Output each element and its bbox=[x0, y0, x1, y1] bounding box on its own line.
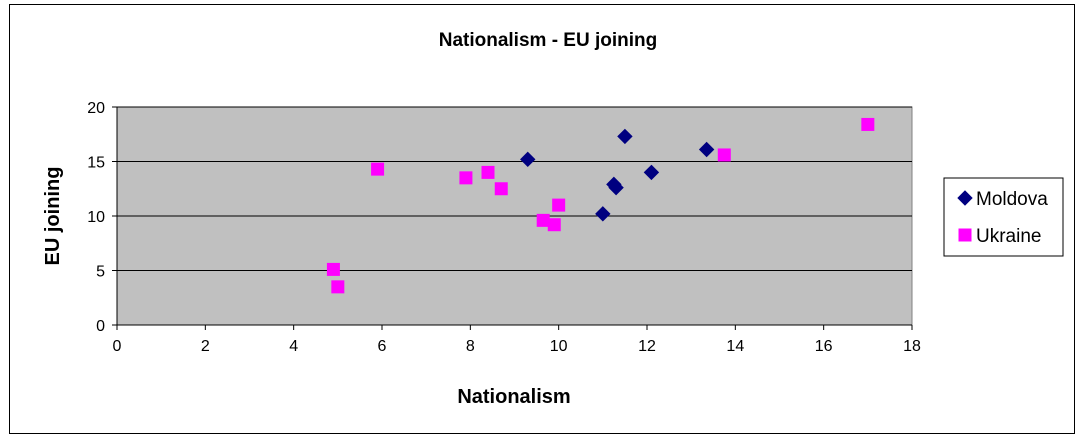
x-tick-label: 18 bbox=[903, 338, 921, 355]
legend: Moldova Ukraine bbox=[943, 177, 1064, 257]
ukraine-point bbox=[371, 162, 385, 176]
x-tick-label: 16 bbox=[815, 338, 833, 355]
ukraine-point bbox=[547, 218, 561, 232]
x-axis: 0 2 4 6 8 10 12 14 16 18 bbox=[113, 324, 921, 355]
x-tick-label: 0 bbox=[113, 338, 122, 355]
y-tick-label: 15 bbox=[87, 155, 105, 172]
legend-label-ukraine: Ukraine bbox=[976, 226, 1041, 247]
x-tick-label: 4 bbox=[289, 338, 298, 355]
moldova-point bbox=[520, 151, 536, 168]
x-tick-label: 6 bbox=[378, 338, 387, 355]
ukraine-point bbox=[331, 280, 345, 294]
x-tick-label: 8 bbox=[466, 338, 475, 355]
x-tick-label: 12 bbox=[638, 338, 656, 355]
chart-title: Nationalism - EU joining bbox=[439, 30, 658, 51]
ukraine-point bbox=[481, 165, 495, 179]
moldova-point bbox=[617, 128, 633, 145]
x-axis-label: Nationalism bbox=[457, 386, 570, 408]
y-tick-label: 20 bbox=[87, 100, 105, 117]
legend-label-moldova: Moldova bbox=[976, 189, 1048, 210]
ukraine-point bbox=[717, 148, 731, 162]
moldova-point bbox=[608, 179, 624, 196]
legend-box bbox=[943, 177, 1064, 257]
y-axis: 0 5 10 15 20 bbox=[87, 100, 118, 335]
ukraine-point bbox=[459, 171, 473, 185]
ukraine-point bbox=[861, 117, 875, 131]
moldova-point bbox=[595, 206, 611, 222]
y-tick-label: 0 bbox=[96, 318, 105, 335]
y-tick-label: 10 bbox=[87, 209, 105, 226]
y-tick-label: 5 bbox=[96, 264, 105, 281]
y-axis-label: EU joining bbox=[42, 167, 64, 266]
moldova-point bbox=[643, 164, 660, 181]
data-points bbox=[326, 117, 875, 294]
moldova-point bbox=[698, 141, 715, 158]
x-tick-label: 14 bbox=[726, 338, 744, 355]
ukraine-point bbox=[326, 262, 340, 276]
ukraine-point bbox=[552, 198, 566, 212]
gridlines bbox=[117, 106, 912, 271]
legend-marker-moldova bbox=[957, 190, 973, 206]
ukraine-point bbox=[536, 213, 550, 227]
x-tick-label: 10 bbox=[550, 338, 568, 355]
ukraine-point bbox=[494, 182, 508, 196]
x-tick-label: 2 bbox=[201, 338, 210, 355]
legend-marker-ukraine bbox=[958, 228, 972, 242]
